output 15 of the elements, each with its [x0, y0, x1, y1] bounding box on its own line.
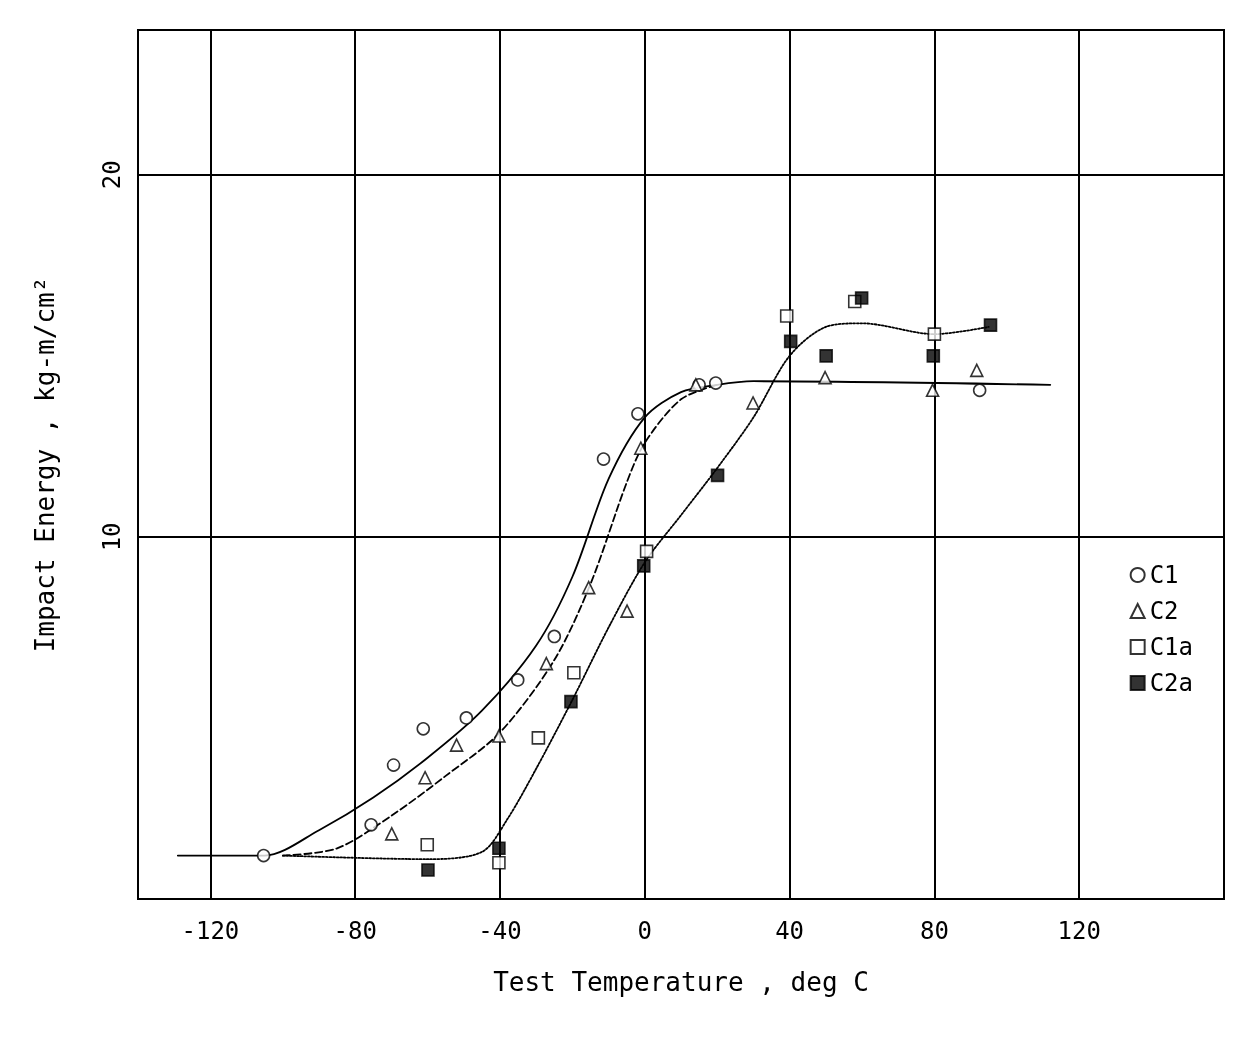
legend-label: C1	[1149, 561, 1179, 589]
x-tick-label: 120	[1057, 917, 1101, 945]
y-axis-title: Impact Energy , kg-m/cm²	[30, 276, 60, 653]
x-axis-title: Test Temperature , deg C	[493, 967, 869, 997]
x-tick-label: -80	[333, 917, 377, 945]
legend-label: C2a	[1149, 669, 1194, 697]
x-tick-label: 0	[637, 917, 653, 945]
x-tick-label: -120	[181, 917, 240, 945]
legend-label: C2	[1149, 597, 1179, 625]
y-tick-label: 20	[98, 160, 126, 190]
y-tick-label: 10	[98, 522, 126, 552]
legend-label: C1a	[1149, 633, 1194, 661]
x-tick-label: 80	[919, 917, 949, 945]
x-tick-label: -40	[478, 917, 522, 945]
x-tick-label: 40	[775, 917, 805, 945]
